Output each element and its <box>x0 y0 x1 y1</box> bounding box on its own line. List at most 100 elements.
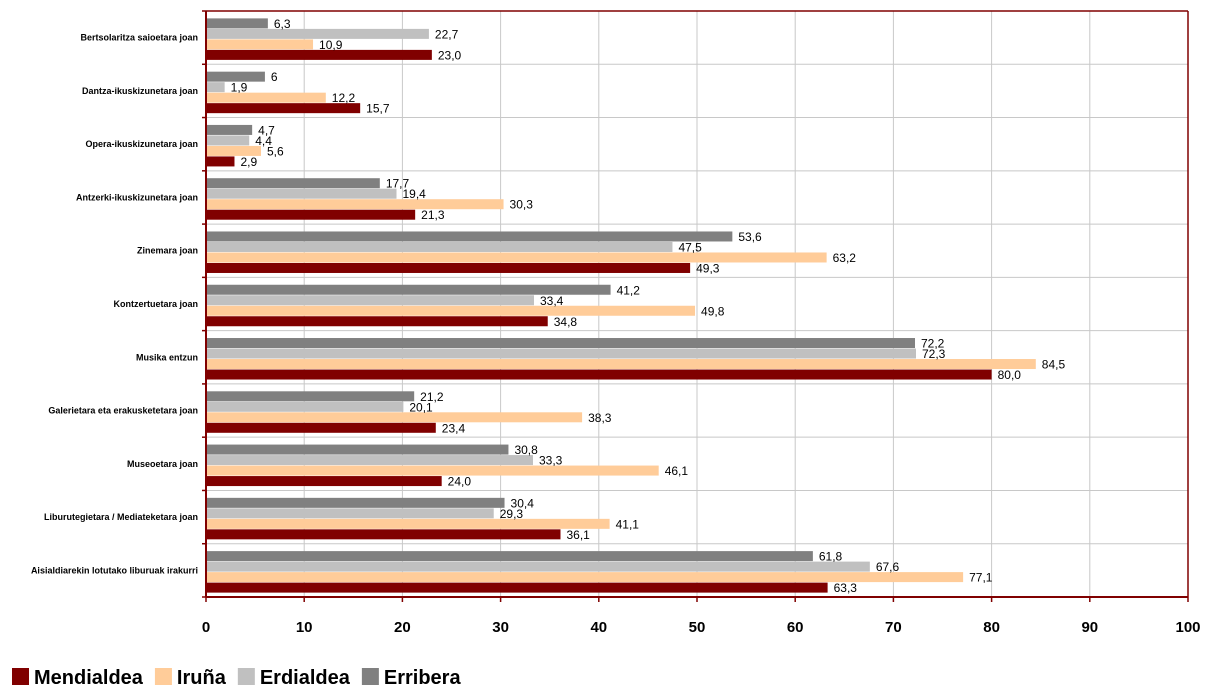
data-label: 4,4 <box>255 134 272 148</box>
category-label: Museoetara joan <box>127 459 198 469</box>
x-tick-label: 40 <box>590 619 607 636</box>
data-label: 5,6 <box>267 144 284 158</box>
bar-mendialdea <box>206 209 416 220</box>
bar-erdialdea <box>206 348 916 359</box>
bar-erdialdea <box>206 455 534 466</box>
data-label: 41,1 <box>616 517 640 531</box>
legend-swatch-erdialdea <box>237 668 255 685</box>
bar-iruña <box>206 252 827 263</box>
data-label: 41,2 <box>617 283 641 297</box>
data-label: 46,1 <box>665 464 689 478</box>
data-label: 30,8 <box>514 443 538 457</box>
category-label: Antzerki-ikuskizunetara joan <box>76 192 198 202</box>
legend-label: Erribera <box>384 667 462 689</box>
data-label: 30,4 <box>511 496 535 510</box>
bar-iruña <box>206 199 504 210</box>
x-tick-label: 100 <box>1175 619 1200 636</box>
bar-erribera <box>206 497 505 508</box>
category-label: Kontzertuetara joan <box>113 299 198 309</box>
bar-iruña <box>206 359 1036 370</box>
bar-erribera <box>206 284 611 295</box>
bar-erdialdea <box>206 241 673 252</box>
bar-erribera <box>206 71 265 82</box>
bar-mendialdea <box>206 49 432 60</box>
axes: 0 10 20 30 40 50 60 70 80 90 100 <box>202 10 1201 636</box>
bar-iruña <box>206 305 696 316</box>
category-labels: Bertsolaritza saioetara joan Dantza-ikusk… <box>31 33 198 576</box>
data-label: 4,7 <box>258 123 275 137</box>
bar-erribera <box>206 551 813 562</box>
x-tick-label: 60 <box>787 619 804 636</box>
category-label: Liburutegietara / Mediateketara joan <box>44 512 198 522</box>
bar-mendialdea <box>206 103 361 114</box>
bar-iruña <box>206 145 261 156</box>
bar-erdialdea <box>206 135 250 146</box>
bar-mendialdea <box>206 262 691 273</box>
x-tick-label: 0 <box>202 619 210 636</box>
data-label: 19,4 <box>403 187 427 201</box>
bar-iruña <box>206 465 659 476</box>
bar-erribera <box>206 18 268 29</box>
category-label: Bertsolaritza saioetara joan <box>80 33 198 43</box>
data-label: 72,3 <box>922 347 946 361</box>
data-label: 67,6 <box>876 560 900 574</box>
category-label: Dantza-ikuskizunetara joan <box>82 86 198 96</box>
data-label: 47,5 <box>678 240 702 254</box>
bar-erribera <box>206 231 733 242</box>
data-label: 22,7 <box>435 27 459 41</box>
data-label: 1,9 <box>231 81 248 95</box>
x-tick-label: 70 <box>885 619 902 636</box>
bar-erribera <box>206 444 509 455</box>
x-tick-label: 20 <box>394 619 411 636</box>
x-tick-label: 10 <box>296 619 313 636</box>
bar-erdialdea <box>206 508 494 519</box>
data-label: 72,2 <box>921 337 945 351</box>
data-label: 33,3 <box>539 454 563 468</box>
category-label: Galerietara eta erakusketetara joan <box>48 406 198 416</box>
bar-mendialdea <box>206 316 548 327</box>
data-label: 29,3 <box>500 507 524 521</box>
data-label: 20,1 <box>409 400 433 414</box>
bar-mendialdea <box>206 529 561 540</box>
bar-iruña <box>206 572 964 583</box>
bar-mendialdea <box>206 476 442 487</box>
bar-erdialdea <box>206 561 870 572</box>
data-label: 38,3 <box>588 411 612 425</box>
legend-swatch-iruña <box>154 668 172 685</box>
data-label: 12,2 <box>332 91 356 105</box>
category-label: Musika entzun <box>136 352 198 362</box>
bar-iruña <box>206 92 326 103</box>
bar-mendialdea <box>206 582 828 593</box>
bar-erribera <box>206 178 380 189</box>
bars <box>206 18 1036 593</box>
x-tick-label: 90 <box>1081 619 1098 636</box>
data-label: 63,2 <box>833 251 857 265</box>
bar-erdialdea <box>206 82 225 93</box>
legend-label: Mendialdea <box>34 667 144 689</box>
data-label: 10,9 <box>319 38 343 52</box>
x-tick-label: 80 <box>983 619 1000 636</box>
bar-iruña <box>206 412 583 423</box>
data-label: 21,3 <box>421 208 445 222</box>
bar-erdialdea <box>206 188 397 199</box>
data-label: 23,4 <box>442 421 466 435</box>
data-label: 17,7 <box>386 177 410 191</box>
data-labels: 6,3 22,7 10,9 23,0 6 1,9 12,2 15,7 4,74,45,6 2,9 1… <box>231 17 1066 595</box>
data-label: 63,3 <box>834 581 858 595</box>
data-label: 49,8 <box>701 304 725 318</box>
data-label: 84,5 <box>1042 358 1066 372</box>
data-label: 61,8 <box>819 550 843 564</box>
bar-erdialdea <box>206 295 534 306</box>
data-label: 21,2 <box>420 390 444 404</box>
legend-label: Erdialdea <box>260 667 351 689</box>
data-label: 36,1 <box>567 528 591 542</box>
legend-swatch-mendialdea <box>12 668 29 685</box>
data-label: 6 <box>271 70 278 84</box>
bar-erribera <box>206 124 253 135</box>
bar-erdialdea <box>206 401 404 412</box>
bar-mendialdea <box>206 369 992 380</box>
legend-swatch-erribera <box>361 668 379 685</box>
bar-mendialdea <box>206 422 436 433</box>
data-label: 30,3 <box>510 198 534 212</box>
